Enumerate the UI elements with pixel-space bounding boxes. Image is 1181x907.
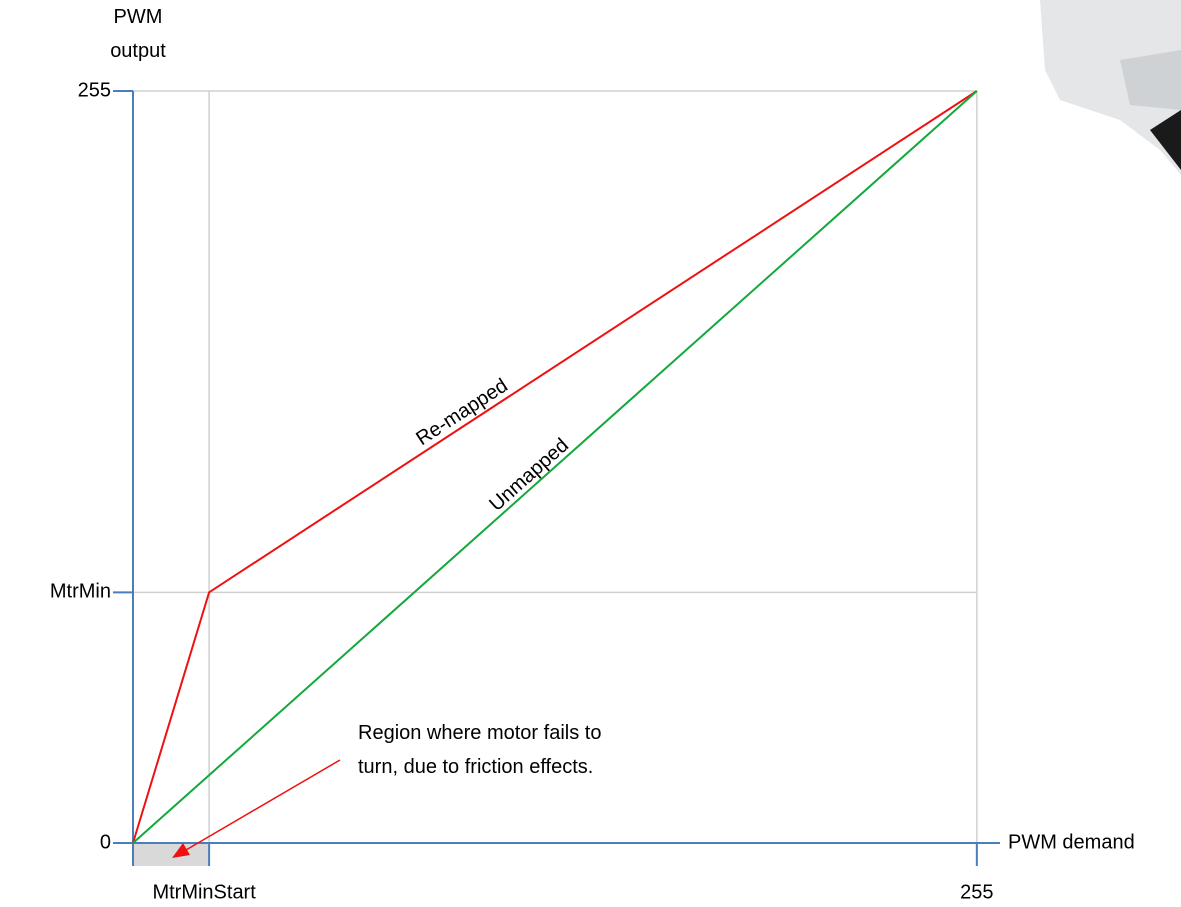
x-axis-label: PWM demand <box>1008 831 1135 853</box>
x-tick-label: MtrMinStart <box>152 881 256 903</box>
series-label: Re-mapped <box>412 375 512 451</box>
y-tick-label: 255 <box>78 79 111 101</box>
y-tick-label: 0 <box>100 831 111 853</box>
page: {"chart_data": { "type": "line", "x_labe… <box>0 0 1181 907</box>
annotation: Region where motor fails to turn, due to… <box>358 716 638 784</box>
dead-zone <box>133 843 209 866</box>
photo-fragment <box>1040 0 1181 175</box>
y-axis-label: PWM output <box>98 0 178 68</box>
series-label: Unmapped <box>485 434 573 516</box>
y-tick-label: MtrMin <box>50 581 111 603</box>
x-tick-label: 255 <box>960 881 993 903</box>
